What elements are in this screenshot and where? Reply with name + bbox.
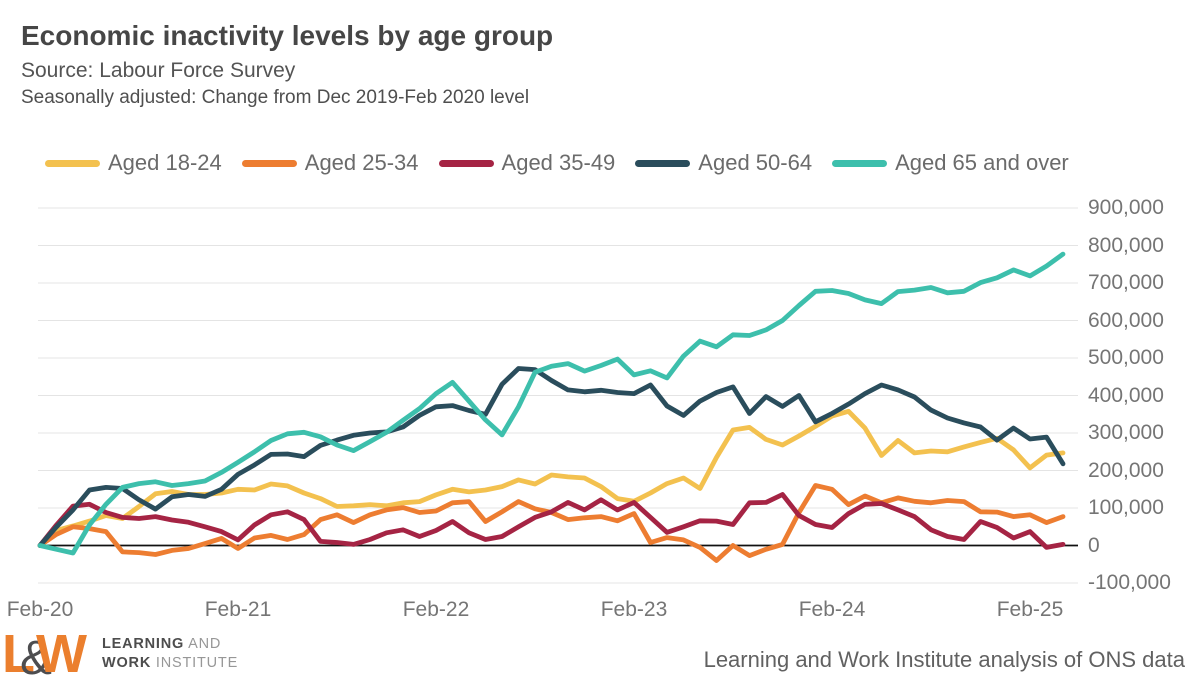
chart-note-subtitle: Seasonally adjusted: Change from Dec 201… bbox=[21, 87, 530, 108]
x-axis-tick-label: Feb-22 bbox=[402, 598, 470, 621]
y-axis-tick-label: -100,000 bbox=[1088, 571, 1171, 594]
y-axis-tick-label: 100,000 bbox=[1088, 496, 1164, 519]
x-axis-tick-label: Feb-21 bbox=[204, 598, 272, 621]
legend-item-aged-65-and-over: Aged 65 and over bbox=[832, 150, 1069, 176]
legend-label: Aged 65 and over bbox=[895, 150, 1069, 175]
chart-legend: Aged 18-24 Aged 25-34 Aged 35-49 Aged 50… bbox=[45, 150, 1069, 176]
legend-item-aged-35-49: Aged 35-49 bbox=[438, 150, 616, 176]
legend-swatch-aged-18-24 bbox=[45, 159, 100, 167]
y-axis-tick-label: 300,000 bbox=[1088, 421, 1164, 444]
logo-text-institute: INSTITUTE bbox=[151, 655, 239, 671]
logo-ampersand: & bbox=[20, 632, 53, 685]
legend-item-aged-50-64: Aged 50-64 bbox=[635, 150, 812, 176]
page-title: Economic inactivity levels by age group bbox=[21, 20, 554, 51]
y-axis-tick-label: 200,000 bbox=[1088, 458, 1164, 482]
legend-swatch-aged-65-and-over bbox=[832, 159, 888, 167]
series-line-aged-50-64 bbox=[37, 366, 1066, 548]
logo-text-work: WORK bbox=[101, 655, 152, 671]
logo-wordmark: LEARNING AND WORK INSTITUTE bbox=[102, 635, 238, 673]
series-line-aged-35-49 bbox=[37, 492, 1066, 550]
legend-item-aged-25-34: Aged 25-34 bbox=[241, 150, 419, 176]
y-axis-tick-label: 400,000 bbox=[1088, 383, 1164, 407]
legend-label: Aged 50-64 bbox=[698, 150, 813, 175]
legend-swatch-aged-35-49 bbox=[438, 159, 494, 167]
y-axis-tick-label: 500,000 bbox=[1088, 346, 1164, 369]
x-axis-tick-label: Feb-25 bbox=[996, 598, 1064, 621]
chart-source-subtitle: Source: Labour Force Survey bbox=[21, 59, 296, 82]
legend-label: Aged 35-49 bbox=[501, 150, 616, 175]
lw-logo-mark-icon: L & W bbox=[2, 624, 87, 685]
logo-text-and: AND bbox=[184, 636, 222, 652]
logo-text-learning: LEARNING bbox=[101, 636, 185, 652]
x-axis-tick-label: Feb-20 bbox=[6, 598, 74, 621]
logo-letter-l: L bbox=[2, 624, 35, 684]
y-axis-tick-label: 600,000 bbox=[1088, 308, 1164, 332]
x-axis-tick-label: Feb-23 bbox=[600, 598, 668, 621]
legend-swatch-aged-50-64 bbox=[635, 159, 691, 167]
legend-item-aged-18-24: Aged 18-24 bbox=[45, 150, 222, 176]
x-axis-tick-label: Feb-24 bbox=[798, 598, 866, 621]
legend-label: Aged 25-34 bbox=[304, 150, 419, 175]
legend-swatch-aged-25-34 bbox=[241, 159, 297, 167]
y-axis-tick-label: 900,000 bbox=[1088, 196, 1164, 219]
learning-and-work-institute-logo: L & W LEARNING AND WORK INSTITUTE bbox=[2, 624, 238, 685]
logo-letter-w: W bbox=[36, 624, 87, 684]
legend-label: Aged 18-24 bbox=[108, 150, 222, 175]
y-axis-tick-label: 800,000 bbox=[1088, 233, 1164, 257]
y-axis-tick-label: 0 bbox=[1088, 533, 1100, 557]
analysis-attribution: Learning and Work Institute analysis of … bbox=[703, 647, 1185, 672]
series-line-aged-65-and-over bbox=[37, 251, 1066, 556]
y-axis-tick-label: 700,000 bbox=[1088, 271, 1164, 294]
